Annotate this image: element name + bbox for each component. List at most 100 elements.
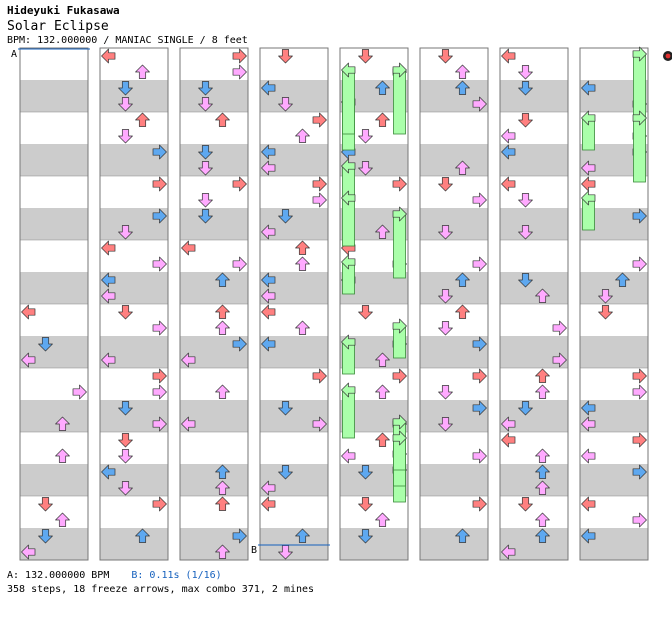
step-arrow — [101, 464, 116, 480]
step-arrow — [261, 304, 276, 320]
step-arrow — [472, 496, 487, 512]
step-arrow — [118, 97, 133, 112]
beat-stripe — [420, 464, 488, 496]
freeze-head — [581, 190, 596, 206]
step-arrow — [535, 448, 550, 463]
step-arrow — [215, 480, 230, 495]
step-arrow — [152, 416, 167, 432]
step-arrow — [152, 144, 167, 160]
step-arrow — [198, 193, 213, 208]
step-arrow — [181, 352, 196, 368]
beat-stripe — [100, 528, 168, 560]
step-arrow — [392, 368, 407, 384]
step-arrow — [55, 416, 70, 431]
step-arrow — [632, 464, 647, 480]
step-arrow — [55, 448, 70, 463]
step-arrow — [152, 384, 167, 400]
chart-footer: A: 132.000000 BPM B: 0.11s (1/16) 358 ste… — [7, 569, 314, 597]
step-arrow — [261, 224, 276, 240]
bpm-marker-b: B — [251, 545, 257, 556]
step-arrow — [118, 433, 133, 448]
step-arrow — [135, 64, 150, 79]
step-arrow — [472, 368, 487, 384]
step-arrow — [358, 497, 373, 512]
freeze-head — [392, 430, 407, 446]
beat-stripe — [500, 272, 568, 304]
artist-name: Hideyuki Fukasawa — [7, 4, 120, 17]
freeze-head — [341, 334, 356, 350]
step-arrow — [501, 176, 516, 192]
step-arrow — [38, 337, 53, 352]
step-arrow — [632, 384, 647, 400]
bpm-marker-a: A — [11, 49, 17, 60]
step-arrow — [152, 256, 167, 272]
step-arrow — [38, 529, 53, 544]
step-arrow — [152, 368, 167, 384]
step-arrow — [215, 112, 230, 127]
step-arrow — [455, 160, 470, 175]
freeze-arrow — [342, 69, 355, 135]
chart-column — [499, 47, 569, 561]
step-arrow — [278, 209, 293, 224]
step-arrow — [581, 160, 596, 176]
step-arrow — [135, 112, 150, 127]
step-arrow — [341, 448, 356, 464]
column-border — [179, 47, 249, 561]
beat-stripe — [340, 528, 408, 560]
step-arrow — [261, 288, 276, 304]
freeze-head — [581, 110, 596, 126]
step-arrow — [581, 80, 596, 96]
step-arrow — [118, 401, 133, 416]
step-arrow — [21, 304, 36, 320]
step-arrow — [535, 368, 550, 383]
column-border — [19, 47, 89, 561]
step-arrow — [21, 544, 36, 560]
step-arrow — [375, 112, 390, 127]
freeze-arrow — [633, 53, 646, 119]
step-arrow — [472, 192, 487, 208]
step-arrow — [518, 113, 533, 128]
step-arrow — [438, 49, 453, 64]
freeze-head — [392, 318, 407, 334]
step-arrow — [101, 352, 116, 368]
song-title: Solar Eclipse — [7, 19, 109, 34]
step-arrow — [552, 320, 567, 336]
step-arrow — [438, 177, 453, 192]
step-arrow — [198, 81, 213, 96]
freeze-head — [392, 206, 407, 222]
beat-stripe — [180, 208, 248, 240]
step-arrow — [438, 385, 453, 400]
beat-stripe — [420, 208, 488, 240]
step-arrow — [312, 176, 327, 192]
step-arrow — [358, 465, 373, 480]
step-arrow — [295, 320, 310, 335]
freeze-head — [341, 158, 356, 174]
beat-stripe — [20, 144, 88, 176]
beat-stripe — [100, 80, 168, 112]
step-arrow — [501, 128, 516, 144]
step-arrow — [215, 496, 230, 511]
step-arrow — [535, 464, 550, 479]
step-arrow — [312, 192, 327, 208]
step-arrow — [581, 176, 596, 192]
step-arrow — [261, 336, 276, 352]
step-arrow — [518, 193, 533, 208]
step-arrow — [232, 256, 247, 272]
column-border — [499, 47, 569, 561]
step-arrow — [198, 97, 213, 112]
step-arrow — [518, 273, 533, 288]
step-arrow — [535, 288, 550, 303]
step-arrow — [312, 368, 327, 384]
step-arrow — [118, 225, 133, 240]
beat-stripe — [500, 208, 568, 240]
freeze-head — [632, 46, 647, 62]
beat-stripe — [20, 464, 88, 496]
mine-marker — [663, 51, 672, 61]
bpm-summary-line: A: 132.000000 BPM B: 0.11s (1/16) — [7, 569, 314, 583]
step-arrow — [152, 208, 167, 224]
step-arrow — [261, 272, 276, 288]
step-arrow — [438, 289, 453, 304]
freeze-arrow — [393, 69, 406, 135]
step-arrow — [632, 368, 647, 384]
